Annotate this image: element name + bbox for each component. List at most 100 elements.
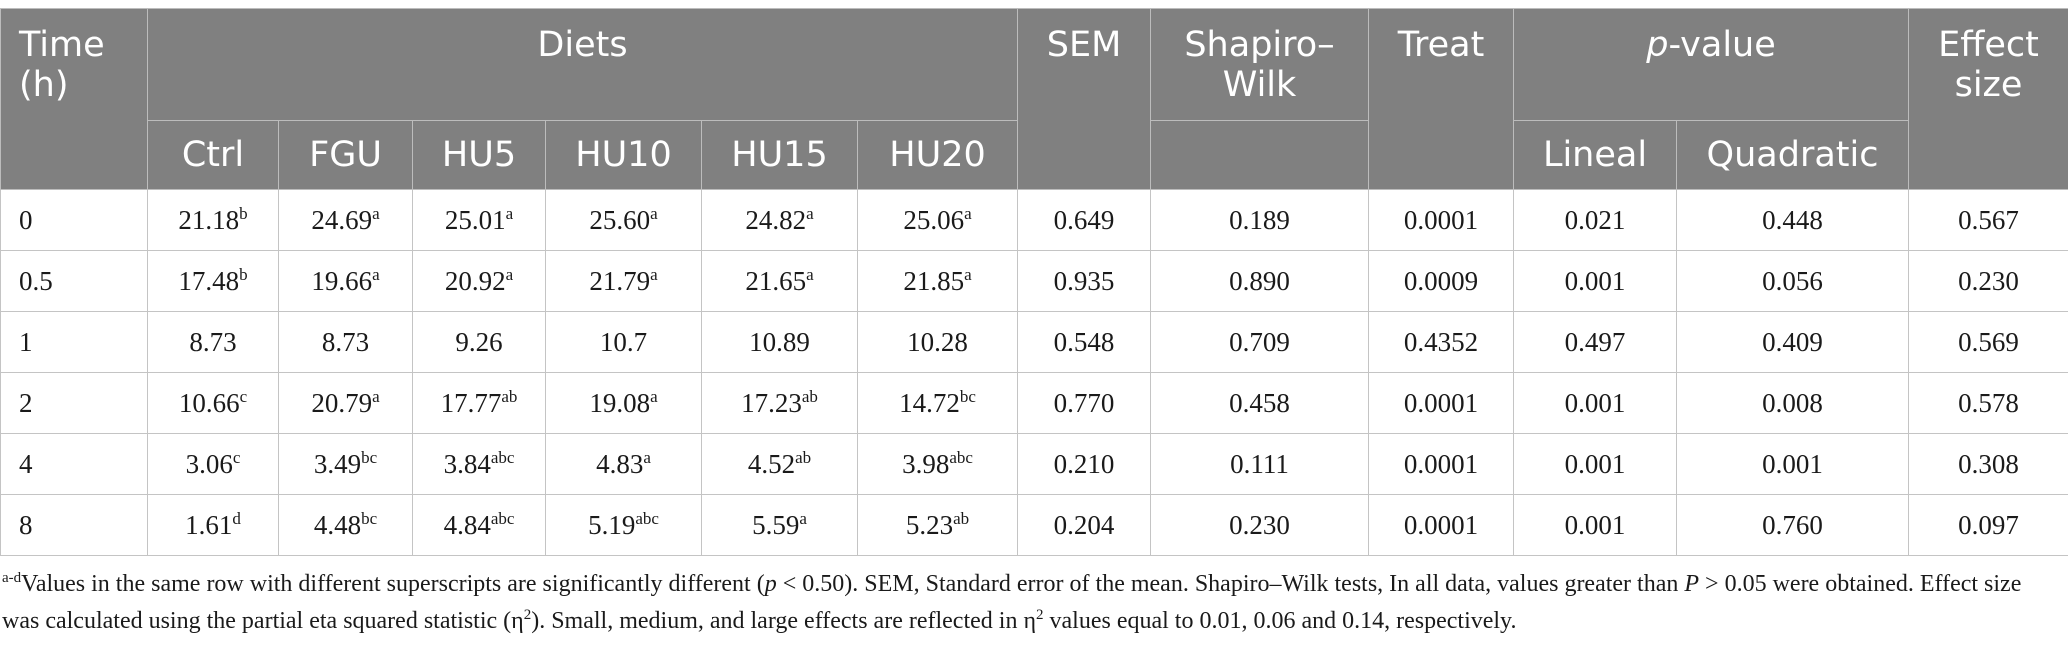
header-shapiro-sub <box>1150 120 1370 190</box>
cell-diet-hu15: 21.65a <box>701 250 858 312</box>
cell-superscript: bc <box>361 508 378 528</box>
table-row: 8 1.61d 4.48bc 4.84abc 5.19abc 5.59a 5.23ab 0.2… <box>0 494 2068 556</box>
cell-treat: 0.0001 <box>1368 433 1515 495</box>
table-row: 0.5 17.48b 19.66a 20.92a 21.79a 21.65a 21.85a 0… <box>0 250 2068 312</box>
cell-value: 19.66 <box>311 265 373 296</box>
header-shapiro-wilk: Shapiro–Wilk <box>1150 8 1370 121</box>
cell-superscript: d <box>232 508 241 528</box>
cell-shapiro-wilk: 0.189 <box>1150 189 1370 251</box>
header-effect-size: Effect size <box>1908 8 2068 190</box>
cell-superscript: a <box>372 264 380 284</box>
cell-superscript: bc <box>361 447 378 467</box>
cell-superscript: a <box>372 386 380 406</box>
cell-diet-ctrl: 21.18b <box>147 189 279 251</box>
cell-sem: 0.548 <box>1017 311 1152 373</box>
cell-diet-hu15: 24.82a <box>701 189 858 251</box>
cell-diet-hu5: 17.77ab <box>412 372 546 434</box>
cell-p-quadratic: 0.056 <box>1676 250 1910 312</box>
cell-value: 8.73 <box>321 326 370 357</box>
cell-diet-hu15: 5.59a <box>701 494 858 556</box>
cell-value: 25.06 <box>903 204 965 235</box>
cell-value: 3.98 <box>902 448 950 479</box>
cell-diet-hu10: 10.7 <box>545 311 702 373</box>
cell-superscript: abc <box>635 508 659 528</box>
cell-superscript: c <box>239 386 248 406</box>
cell-value: 1.61 <box>185 509 233 540</box>
cell-superscript: ab <box>795 447 812 467</box>
cell-diet-hu5: 4.84abc <box>412 494 546 556</box>
cell-effect-size: 0.578 <box>1908 372 2068 434</box>
header-p-value: p-value <box>1513 8 1910 121</box>
cell-diet-fgu: 3.49bc <box>278 433 413 495</box>
cell-diet-hu10: 25.60a <box>545 189 702 251</box>
table-row: 4 3.06c 3.49bc 3.84abc 4.83a 4.52ab 3.98abc 0.2… <box>0 433 2068 495</box>
cell-p-lineal: 0.001 <box>1513 433 1678 495</box>
cell-p-lineal: 0.001 <box>1513 250 1678 312</box>
cell-time: 0.5 <box>0 250 148 312</box>
cell-treat: 0.0001 <box>1368 372 1515 434</box>
cell-value: 10.89 <box>749 326 810 357</box>
cell-superscript: abc <box>490 508 515 528</box>
cell-diet-fgu: 4.48bc <box>278 494 413 556</box>
cell-diet-hu20: 10.28 <box>856 311 1019 373</box>
cell-value: 5.19 <box>588 509 636 540</box>
cell-value: 3.49 <box>313 448 362 479</box>
cell-value: 4.84 <box>443 509 491 540</box>
table-row: 2 10.66c 20.79a 17.77ab 19.08a 17.23ab 14.72bc… <box>0 372 2068 434</box>
cell-value: 21.79 <box>589 265 651 296</box>
cell-value: 5.59 <box>752 509 800 540</box>
cell-value: 14.72 <box>899 387 960 418</box>
cell-diet-hu5: 20.92a <box>412 250 546 312</box>
cell-diet-ctrl: 8.73 <box>147 311 279 373</box>
header-treat: Treat <box>1368 8 1515 190</box>
cell-effect-size: 0.569 <box>1908 311 2068 373</box>
cell-superscript: a <box>806 264 814 284</box>
cell-sem: 0.204 <box>1017 494 1152 556</box>
cell-value: 24.82 <box>745 204 807 235</box>
cell-superscript: abc <box>490 447 515 467</box>
cell-treat: 0.0001 <box>1368 494 1515 556</box>
cell-value: 17.48 <box>178 265 240 296</box>
cell-effect-size: 0.308 <box>1908 433 2068 495</box>
cell-shapiro-wilk: 0.709 <box>1150 311 1370 373</box>
table-footnote: a-dValues in the same row with different… <box>2 570 2022 635</box>
cell-diet-fgu: 8.73 <box>278 311 413 373</box>
cell-superscript: ab <box>501 386 518 406</box>
cell-superscript: a <box>372 203 380 223</box>
cell-treat: 0.0009 <box>1368 250 1515 312</box>
table-row: 1 8.73 8.73 9.26 10.7 10.89 10.28 0.548 0.709 0.4… <box>0 311 2068 373</box>
cell-diet-ctrl: 3.06c <box>147 433 279 495</box>
cell-superscript: b <box>239 264 248 284</box>
header-diets: Diets <box>146 8 1019 121</box>
cell-value: 21.65 <box>745 265 807 296</box>
cell-value: 19.08 <box>589 387 651 418</box>
cell-superscript: b <box>239 203 248 223</box>
cell-sem: 0.649 <box>1017 189 1152 251</box>
cell-diet-fgu: 19.66a <box>278 250 413 312</box>
header-p-lineal: Lineal <box>1513 120 1678 190</box>
cell-value: 25.60 <box>589 204 651 235</box>
cell-superscript: a <box>799 508 807 528</box>
cell-diet-hu10: 21.79a <box>545 250 702 312</box>
cell-p-quadratic: 0.001 <box>1676 433 1910 495</box>
cell-shapiro-wilk: 0.458 <box>1150 372 1370 434</box>
cell-p-quadratic: 0.760 <box>1676 494 1910 556</box>
cell-sem: 0.210 <box>1017 433 1152 495</box>
header-diet-ctrl: Ctrl <box>147 120 279 190</box>
cell-superscript: a <box>650 264 658 284</box>
header-diet-hu20: HU20 <box>856 120 1019 190</box>
cell-value: 17.23 <box>741 387 802 418</box>
cell-value: 4.48 <box>313 509 362 540</box>
cell-diet-hu10: 5.19abc <box>545 494 702 556</box>
header-diet-hu5: HU5 <box>412 120 546 190</box>
cell-p-lineal: 0.001 <box>1513 494 1678 556</box>
cell-p-lineal: 0.021 <box>1513 189 1678 251</box>
cell-superscript: ab <box>801 386 818 406</box>
cell-value: 20.79 <box>311 387 373 418</box>
cell-value: 10.28 <box>907 326 968 357</box>
cell-diet-hu20: 21.85a <box>856 250 1019 312</box>
cell-shapiro-wilk: 0.890 <box>1150 250 1370 312</box>
cell-shapiro-wilk: 0.111 <box>1150 433 1370 495</box>
cell-shapiro-wilk: 0.230 <box>1150 494 1370 556</box>
cell-value: 25.01 <box>444 204 506 235</box>
